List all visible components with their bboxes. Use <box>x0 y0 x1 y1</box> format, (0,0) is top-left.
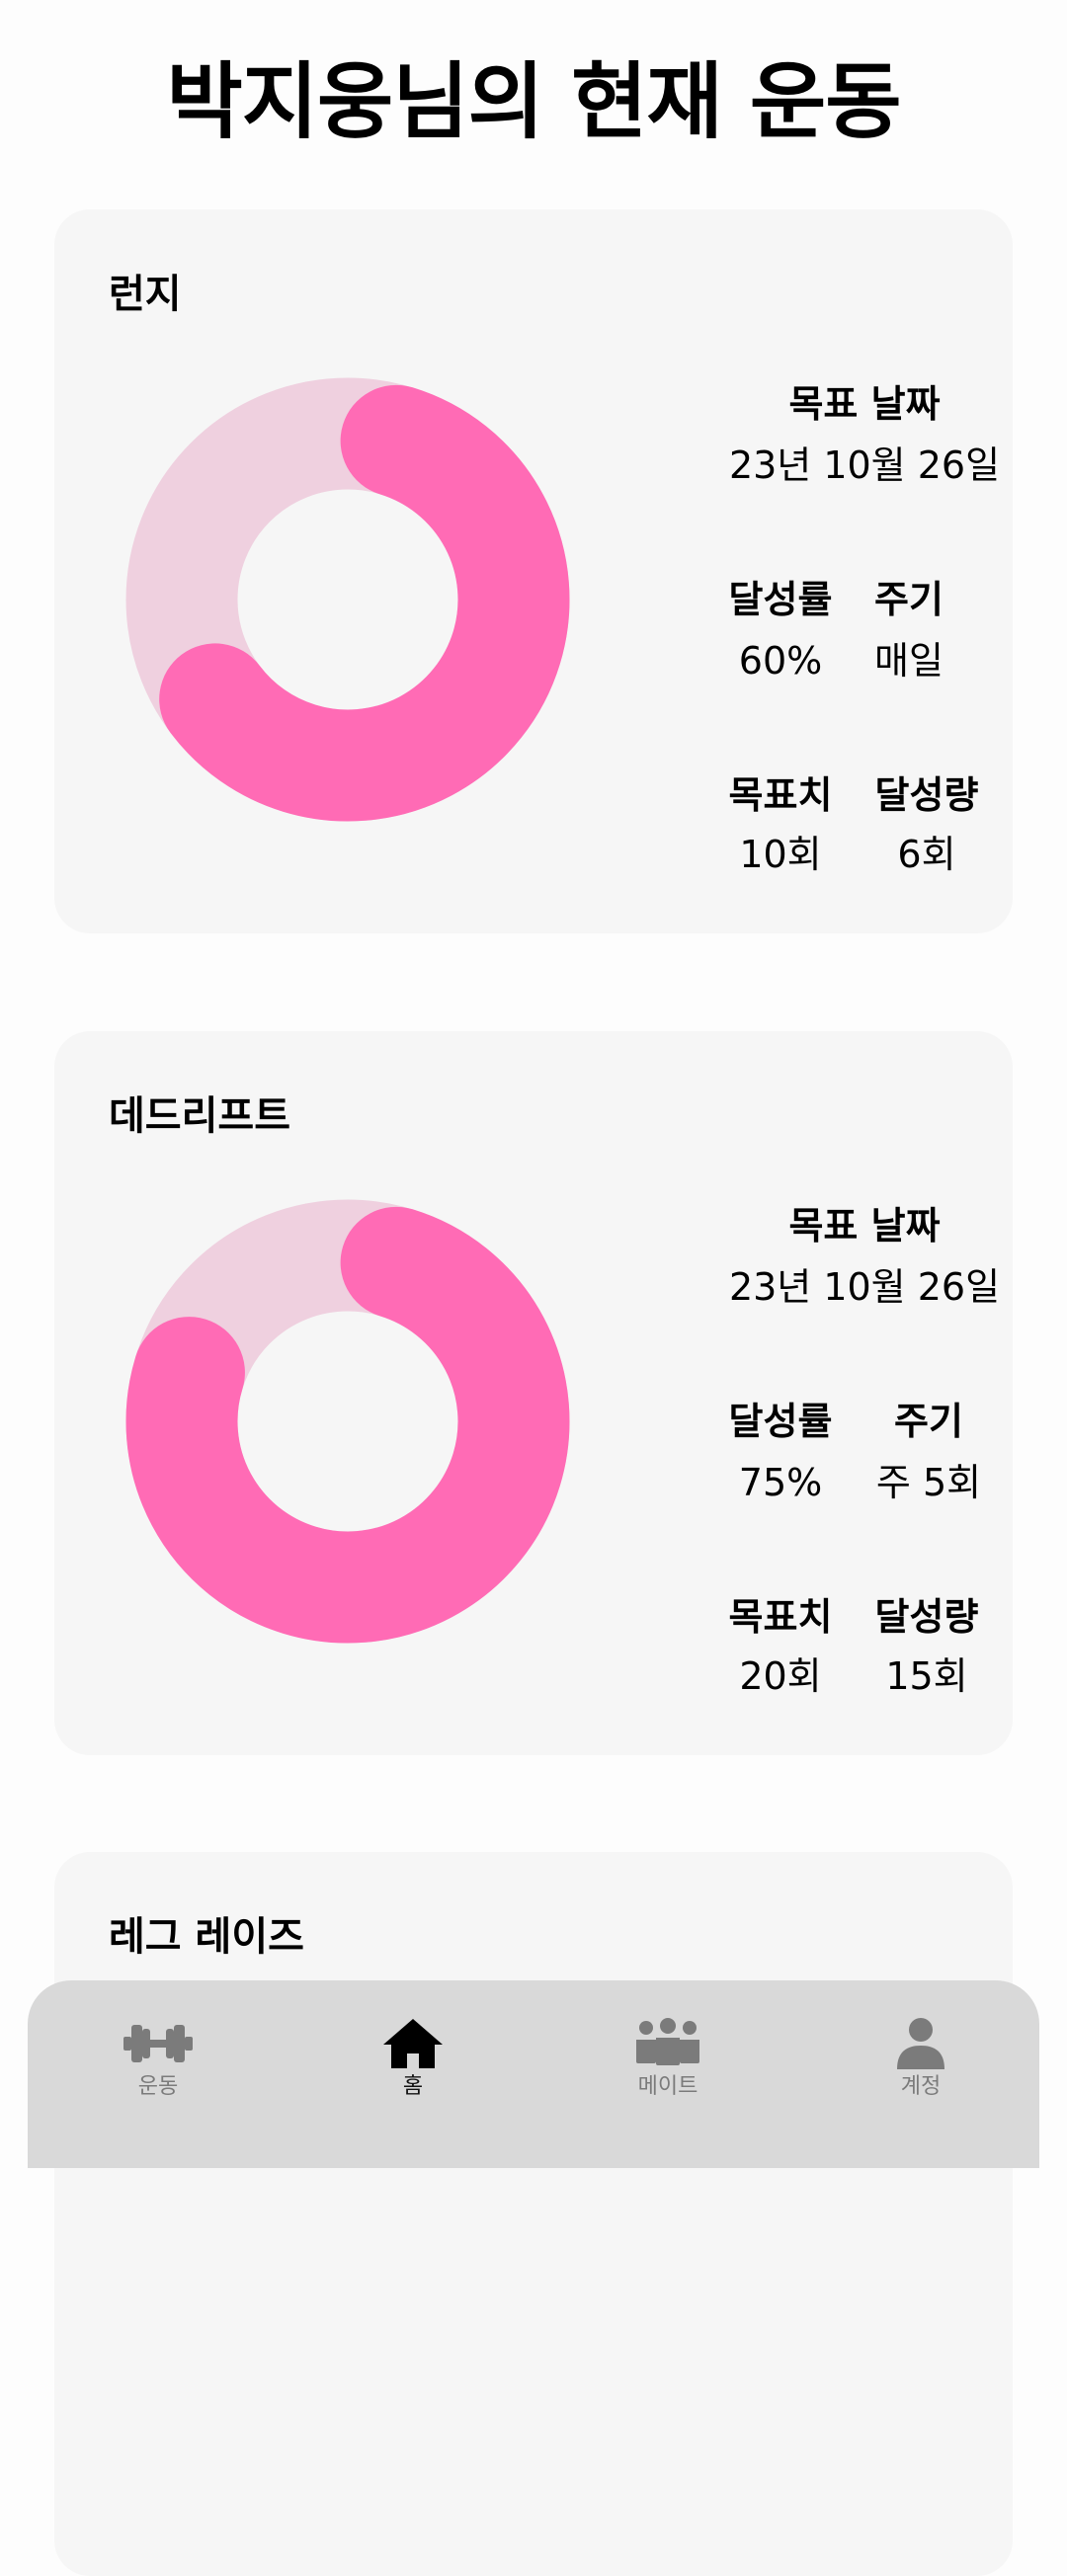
cycle-label: 주기 <box>894 1400 963 1443</box>
exercise-card[interactable]: 런지 목표 날짜 23년 10월 26일 달성률 60% 주기 매일 목표치 1… <box>54 209 1013 933</box>
progress-ring <box>125 1199 570 1644</box>
target-date-label: 목표 날짜 <box>788 1204 941 1248</box>
nav-item-mate[interactable]: 메이트 <box>589 2016 747 2105</box>
page-title: 박지웅님의 현재 운동 <box>166 53 901 150</box>
cycle-value: 매일 <box>874 639 944 683</box>
target-amount-label: 목표치 <box>728 773 833 817</box>
achievement-rate-value: 60% <box>738 639 823 683</box>
progress-ring <box>125 377 570 822</box>
achieved-amount-value: 6회 <box>897 833 956 876</box>
achievement-rate-label: 달성률 <box>728 578 833 621</box>
exercise-name: 데드리프트 <box>109 1093 290 1139</box>
achievement-rate-value: 75% <box>738 1461 823 1504</box>
exercise-card[interactable]: 레그 레이즈 <box>54 1852 1013 2576</box>
progress-ring-fill <box>125 377 570 822</box>
progress-ring-fill <box>125 1199 570 1644</box>
nav-label: 계정 <box>900 2074 942 2099</box>
home-icon <box>383 2019 443 2068</box>
person-icon <box>897 2018 944 2069</box>
nav-label: 홈 <box>402 2074 424 2099</box>
target-amount-value: 10회 <box>739 833 822 876</box>
group-icon <box>636 2018 699 2065</box>
nav-item-home[interactable]: 홈 <box>334 2016 492 2105</box>
dumbbell-icon <box>123 2025 193 2062</box>
target-amount-value: 20회 <box>739 1654 822 1698</box>
achieved-amount-label: 달성량 <box>874 773 979 817</box>
nav-label: 운동 <box>137 2074 179 2099</box>
cycle-value: 주 5회 <box>875 1461 982 1504</box>
achievement-rate-label: 달성률 <box>728 1400 833 1443</box>
target-amount-label: 목표치 <box>728 1595 833 1639</box>
target-date-label: 목표 날짜 <box>788 382 941 426</box>
nav-item-exercise[interactable]: 운동 <box>79 2016 237 2105</box>
exercise-card[interactable]: 데드리프트 목표 날짜 23년 10월 26일 달성률 75% 주기 주 5회 … <box>54 1031 1013 1755</box>
exercise-name: 런지 <box>109 272 182 317</box>
bottom-nav: 운동 홈 메이트 계정 <box>28 1980 1039 2168</box>
achieved-amount-value: 15회 <box>885 1654 968 1698</box>
nav-item-account[interactable]: 계정 <box>842 2016 1000 2105</box>
cycle-label: 주기 <box>874 578 944 621</box>
nav-label: 메이트 <box>637 2074 698 2099</box>
target-date-value: 23년 10월 26일 <box>728 1265 1001 1309</box>
target-date-value: 23년 10월 26일 <box>728 443 1001 487</box>
exercise-name: 레그 레이즈 <box>109 1914 304 1960</box>
achieved-amount-label: 달성량 <box>874 1595 979 1639</box>
